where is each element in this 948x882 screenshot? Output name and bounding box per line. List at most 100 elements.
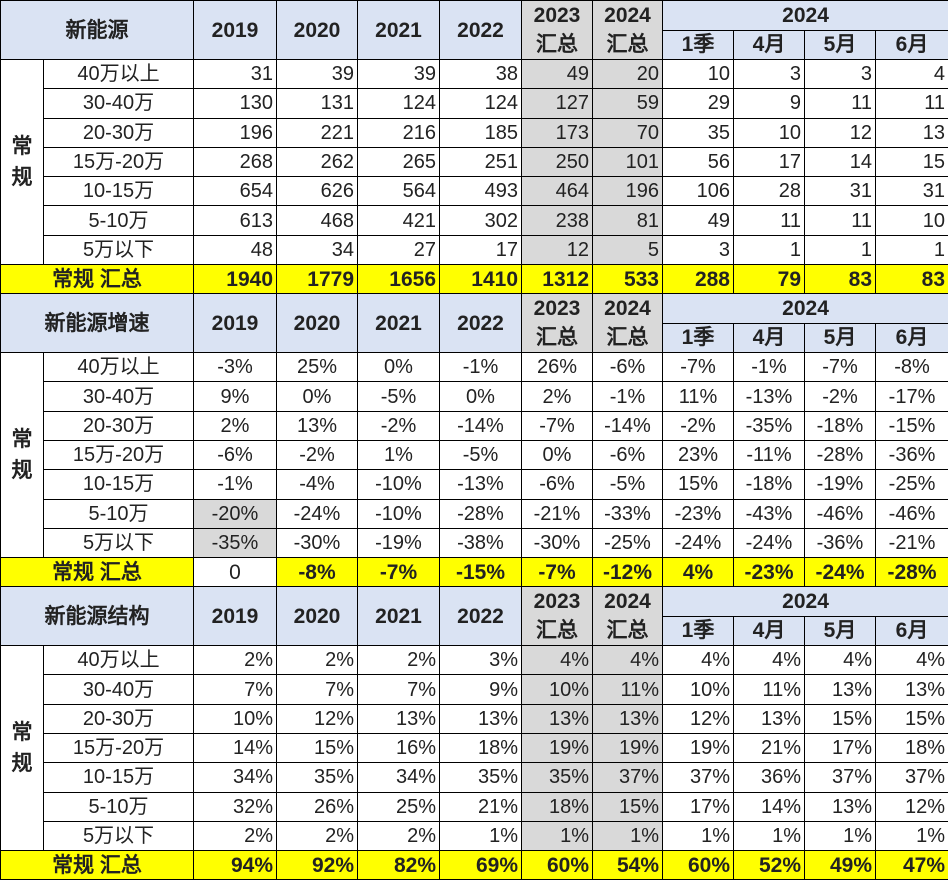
data-cell: 18% xyxy=(439,733,522,764)
data-cell: 36% xyxy=(733,762,805,793)
data-cell: -3% xyxy=(193,352,277,383)
summary-header: 2023 汇总 xyxy=(521,293,593,354)
data-cell: 250 xyxy=(521,146,593,178)
data-cell: -14% xyxy=(592,410,663,441)
data-cell: 262 xyxy=(276,146,358,178)
data-cell: -7% xyxy=(662,352,734,383)
data-cell: 16% xyxy=(357,733,440,764)
data-cell: -21% xyxy=(874,527,948,559)
data-cell: 15% xyxy=(592,791,663,822)
data-cell: 34% xyxy=(193,762,277,793)
data-cell: 4 xyxy=(874,58,948,90)
data-cell: 0% xyxy=(439,381,522,412)
data-cell: 34 xyxy=(276,234,358,266)
total-cell: 49% xyxy=(804,850,876,881)
data-cell: 14% xyxy=(193,733,277,764)
data-cell: 26% xyxy=(276,791,358,822)
data-cell: -7% xyxy=(521,410,593,441)
data-cell: 1% xyxy=(874,820,948,852)
total-cell: 1410 xyxy=(439,264,522,295)
data-cell: 185 xyxy=(439,117,522,148)
data-cell: 70 xyxy=(592,117,663,148)
data-cell: 1 xyxy=(733,234,805,266)
data-cell: 15% xyxy=(874,703,948,735)
data-cell: 2% xyxy=(357,645,440,676)
total-cell: 4% xyxy=(662,557,734,588)
data-cell: 25% xyxy=(357,791,440,822)
data-cell: 12 xyxy=(521,234,593,266)
data-cell: -18% xyxy=(804,410,876,441)
data-cell: 11 xyxy=(874,88,948,119)
data-cell: 39 xyxy=(357,58,440,90)
data-cell: -4% xyxy=(276,469,358,500)
data-cell: 10% xyxy=(193,703,277,735)
section-subheader-row: 1季 4月 5月 6月 xyxy=(1,615,948,647)
data-cell: -1% xyxy=(733,352,805,383)
year-header: 2020 xyxy=(276,586,358,647)
data-cell: -14% xyxy=(439,410,522,441)
data-cell: 2% xyxy=(193,645,277,676)
data-cell: -6% xyxy=(193,439,277,471)
data-cell: 27 xyxy=(357,234,440,266)
table-row: 常规 40万以上 31 39 39 38 49 20 10 3 3 4 xyxy=(0,58,948,266)
table-row: 5万以下 48 34 27 17 12 5 3 1 1 1 xyxy=(1,234,948,266)
data-cell: 12% xyxy=(662,703,734,735)
total-cell: 54% xyxy=(592,850,663,881)
year-header: 2021 xyxy=(357,0,440,60)
data-cell: 49 xyxy=(521,58,593,90)
year-header: 2021 xyxy=(357,293,440,354)
total-cell: 83 xyxy=(874,264,948,295)
data-cell: 251 xyxy=(439,146,522,178)
table-row: 15万-20万 14% 15% 16% 18% 19% 19% 19% 21% 17% 18% xyxy=(1,733,948,764)
month-header: 5月 xyxy=(804,615,876,647)
data-cell: 3 xyxy=(804,58,876,90)
data-cell: 11 xyxy=(804,88,876,119)
data-cell: 2% xyxy=(357,820,440,852)
data-cell: 10% xyxy=(521,674,593,705)
data-cell: -46% xyxy=(804,498,876,529)
data-cell: 28 xyxy=(733,176,805,207)
table-row: 常规 40万以上 2% 2% 2% 3% 4% 4% 4% 4% 4% 4% xyxy=(0,645,948,852)
data-cell: -38% xyxy=(439,527,522,559)
total-cell: 533 xyxy=(592,264,663,295)
data-cell: 17% xyxy=(662,791,734,822)
data-cell: 17% xyxy=(804,733,876,764)
section-title: 新能源增速 xyxy=(0,293,194,354)
total-cell: -8% xyxy=(276,557,358,588)
year-header: 2019 xyxy=(193,0,277,60)
data-cell: 13% xyxy=(733,703,805,735)
total-label: 常规 汇总 xyxy=(0,557,194,588)
month-header: 4月 xyxy=(733,615,805,647)
data-cell: -13% xyxy=(439,469,522,500)
data-cell: -1% xyxy=(592,381,663,412)
data-cell: 32% xyxy=(193,791,277,822)
data-cell: -7% xyxy=(804,352,876,383)
total-cell: 1312 xyxy=(521,264,593,295)
row-label: 15万-20万 xyxy=(43,733,194,764)
data-cell: 10 xyxy=(662,58,734,90)
total-cell: -15% xyxy=(439,557,522,588)
data-cell: -2% xyxy=(662,410,734,441)
data-cell: 25% xyxy=(276,352,358,383)
month-header: 1季 xyxy=(662,29,734,60)
total-label: 常规 汇总 xyxy=(0,264,194,295)
data-cell: -18% xyxy=(733,469,805,500)
data-cell: 7% xyxy=(193,674,277,705)
summary-header: 2023 汇总 xyxy=(521,0,593,60)
total-row: 常规 汇总 0 -8% -7% -15% -7% -12% 4% -23% -24% -28% xyxy=(0,557,948,588)
data-cell: 13% xyxy=(276,410,358,441)
year-header: 2019 xyxy=(193,293,277,354)
data-cell: 48 xyxy=(193,234,277,266)
data-cell: -5% xyxy=(439,439,522,471)
data-cell: -10% xyxy=(357,498,440,529)
data-cell: 106 xyxy=(662,176,734,207)
data-cell: 11% xyxy=(592,674,663,705)
row-group-label: 常规 xyxy=(0,645,44,852)
summary-sub: 汇总 xyxy=(536,33,578,56)
year-header: 2022 xyxy=(439,0,522,60)
data-cell: -6% xyxy=(521,469,593,500)
data-cell: 0% xyxy=(276,381,358,412)
data-cell: 17 xyxy=(733,146,805,178)
data-cell: 302 xyxy=(439,205,522,236)
